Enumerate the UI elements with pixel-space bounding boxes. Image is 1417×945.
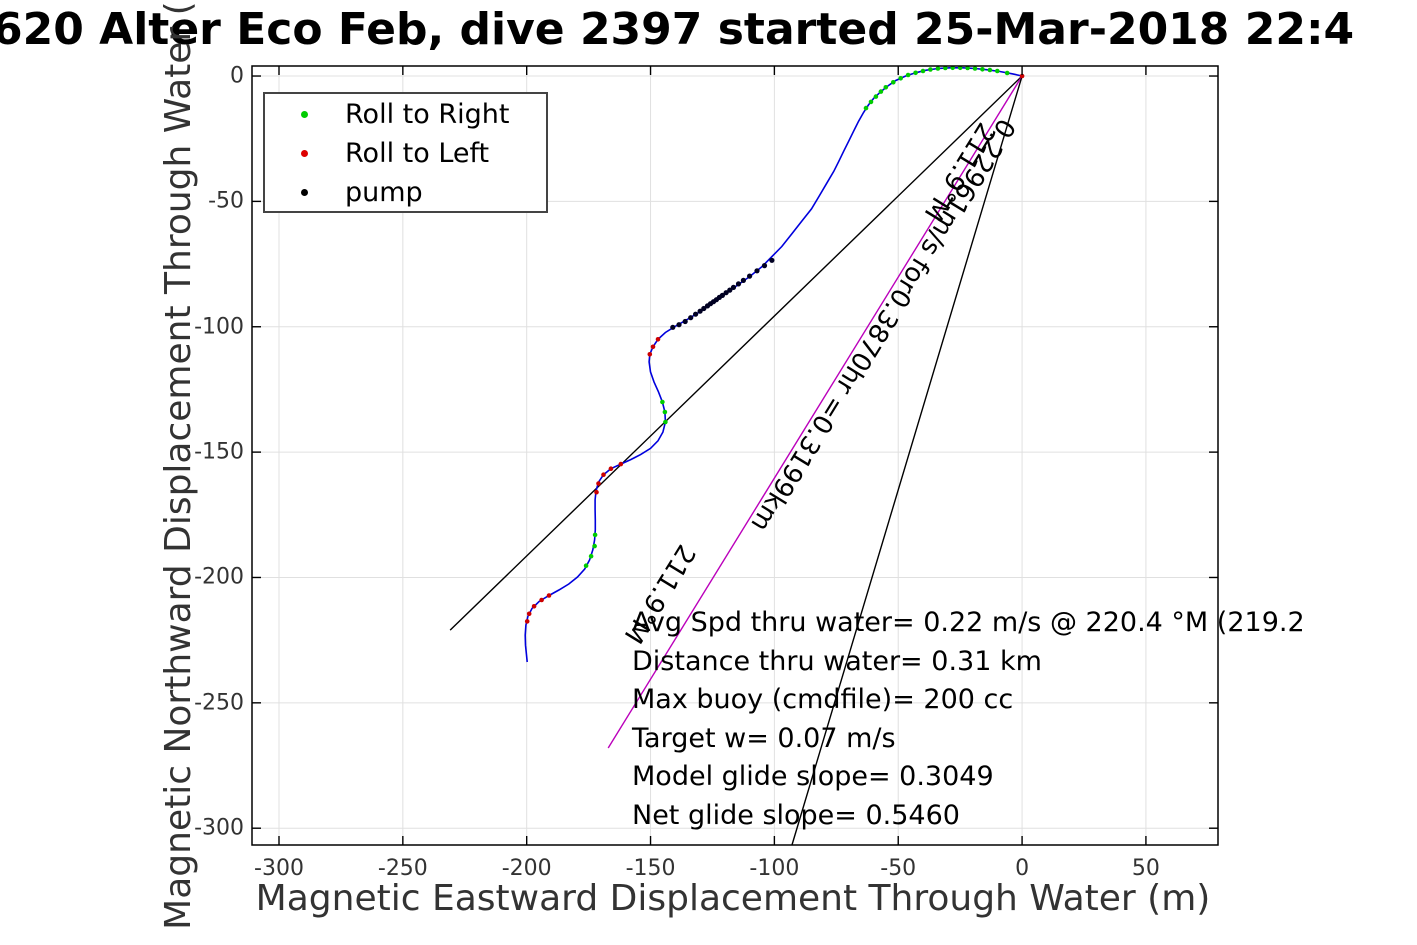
- annotation-line: Model glide slope= 0.3049: [632, 761, 994, 792]
- roll-right-marker: [878, 89, 884, 94]
- roll-right-marker: [588, 553, 594, 559]
- roll-left-marker: [655, 337, 661, 342]
- x-tick-label: -50: [880, 856, 917, 881]
- roll-right-marker: [905, 72, 911, 78]
- roll-right-marker: [943, 65, 948, 71]
- pump-marker: [735, 281, 742, 287]
- pump-marker: [740, 277, 747, 283]
- annotation-line: Max buoy (cmdfile)= 200 cc: [632, 684, 1014, 715]
- roll-left-marker: [601, 472, 606, 478]
- pump-marker: [693, 311, 699, 317]
- legend-item-label: Roll to Right: [345, 98, 510, 130]
- roll-right-marker: [898, 76, 903, 81]
- roll-left-marker: [650, 344, 656, 350]
- legend-marker-icon: [301, 188, 308, 196]
- pump-marker: [754, 268, 760, 274]
- roll-right-marker: [592, 532, 598, 538]
- pump-marker: [697, 308, 703, 314]
- legend-item-label: Roll to Left: [345, 137, 490, 169]
- x-tick-label: -250: [377, 856, 428, 881]
- pump-marker: [761, 263, 768, 269]
- x-tick-label: -100: [749, 856, 800, 881]
- y-tick-label: -150: [194, 439, 244, 465]
- roll-right-marker: [980, 67, 985, 72]
- roll-right-marker: [863, 105, 869, 111]
- dac-line: [607, 75, 1023, 749]
- pump-marker: [676, 322, 682, 328]
- pump-marker: [727, 287, 733, 293]
- roll-right-marker: [873, 94, 879, 99]
- annotation-line: Distance thru water= 0.31 km: [632, 645, 1042, 677]
- plot-title: 620 Alter Eco Feb, dive 2397 started 25-…: [0, 4, 1355, 55]
- pump-marker: [747, 273, 753, 279]
- roll-right-marker: [928, 67, 933, 72]
- roll-right-marker: [662, 409, 668, 415]
- pump-marker: [730, 284, 737, 290]
- roll-right-marker: [883, 85, 889, 90]
- x-tick-label: -300: [254, 856, 304, 881]
- pump-marker: [769, 257, 775, 263]
- roll-left-marker: [531, 604, 537, 609]
- pump-marker: [701, 305, 707, 312]
- roll-right-marker: [868, 99, 874, 105]
- pump-marker: [723, 290, 729, 296]
- annotation-line: Avg Spd thru water= 0.22 m/s @ 220.4 °M …: [632, 607, 1305, 638]
- roll-left-marker: [1019, 73, 1025, 79]
- x-axis-label: Magnetic Eastward Displacement Through W…: [255, 878, 1211, 919]
- legend-marker-icon: [301, 110, 308, 118]
- roll-right-marker: [920, 68, 926, 74]
- roll-right-marker: [592, 543, 597, 549]
- roll-left-marker: [647, 352, 653, 357]
- legend-item: Roll to Right: [265, 95, 546, 133]
- roll-right-marker: [583, 563, 589, 568]
- legend-item: pump: [265, 173, 546, 211]
- x-tick-label: -200: [501, 856, 552, 881]
- roll-right-marker: [935, 66, 941, 71]
- roll-right-marker: [1004, 70, 1010, 76]
- roll-left-marker: [524, 619, 530, 624]
- roll-left-marker: [618, 461, 624, 467]
- axes-box: [251, 65, 1219, 846]
- legend-item: Roll to Left: [265, 134, 546, 172]
- bearing-line-long: [449, 75, 1023, 631]
- y-tick-label: -300: [194, 815, 244, 841]
- roll-left-marker: [539, 597, 544, 603]
- legend-item-label: pump: [345, 176, 423, 208]
- pump-marker: [704, 303, 711, 309]
- annotation-line: Target w= 0.07 m/s: [632, 722, 896, 754]
- roll-left-marker: [526, 611, 532, 617]
- roll-right-marker: [965, 65, 970, 71]
- roll-left-marker: [608, 466, 614, 472]
- annotation-line: Net glide slope= 0.5460: [632, 799, 960, 831]
- dive-stats-annotation: Avg Spd thru water= 0.22 m/s @ 220.4 °M …: [632, 604, 1305, 835]
- y-tick-label: -100: [194, 314, 244, 340]
- pump-marker: [688, 315, 694, 321]
- roll-left-marker: [596, 481, 601, 486]
- legend-box: Roll to Right Roll to Left pump: [263, 92, 548, 213]
- y-tick-label: -250: [194, 690, 244, 716]
- y-tick-label: -50: [208, 188, 244, 214]
- bearing-line-steep: [791, 75, 1023, 846]
- roll-right-marker: [913, 70, 918, 76]
- roll-left-marker: [546, 593, 552, 598]
- y-tick-label: -200: [194, 564, 244, 590]
- pump-marker: [670, 324, 676, 330]
- roll-right-marker: [987, 67, 993, 73]
- roll-left-marker: [594, 489, 599, 495]
- roll-right-marker: [995, 68, 1000, 74]
- x-tick-label: 50: [1131, 856, 1160, 881]
- track-line: [524, 67, 1023, 663]
- y-tick-label: 0: [230, 63, 244, 89]
- legend-marker-icon: [301, 149, 308, 157]
- roll-right-marker: [891, 80, 896, 85]
- x-tick-label: 0: [1015, 856, 1030, 881]
- pump-marker: [682, 318, 688, 325]
- roll-right-marker: [663, 419, 668, 425]
- roll-right-marker: [972, 66, 978, 71]
- x-tick-label: -150: [625, 856, 676, 881]
- roll-right-marker: [660, 399, 665, 405]
